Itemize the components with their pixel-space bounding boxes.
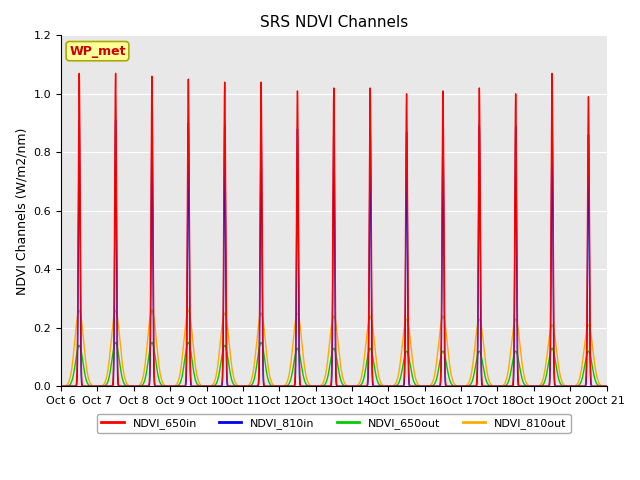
Legend: NDVI_650in, NDVI_810in, NDVI_650out, NDVI_810out: NDVI_650in, NDVI_810in, NDVI_650out, NDV… bbox=[97, 414, 571, 433]
Text: WP_met: WP_met bbox=[69, 45, 125, 58]
Title: SRS NDVI Channels: SRS NDVI Channels bbox=[260, 15, 408, 30]
Y-axis label: NDVI Channels (W/m2/nm): NDVI Channels (W/m2/nm) bbox=[15, 127, 28, 295]
